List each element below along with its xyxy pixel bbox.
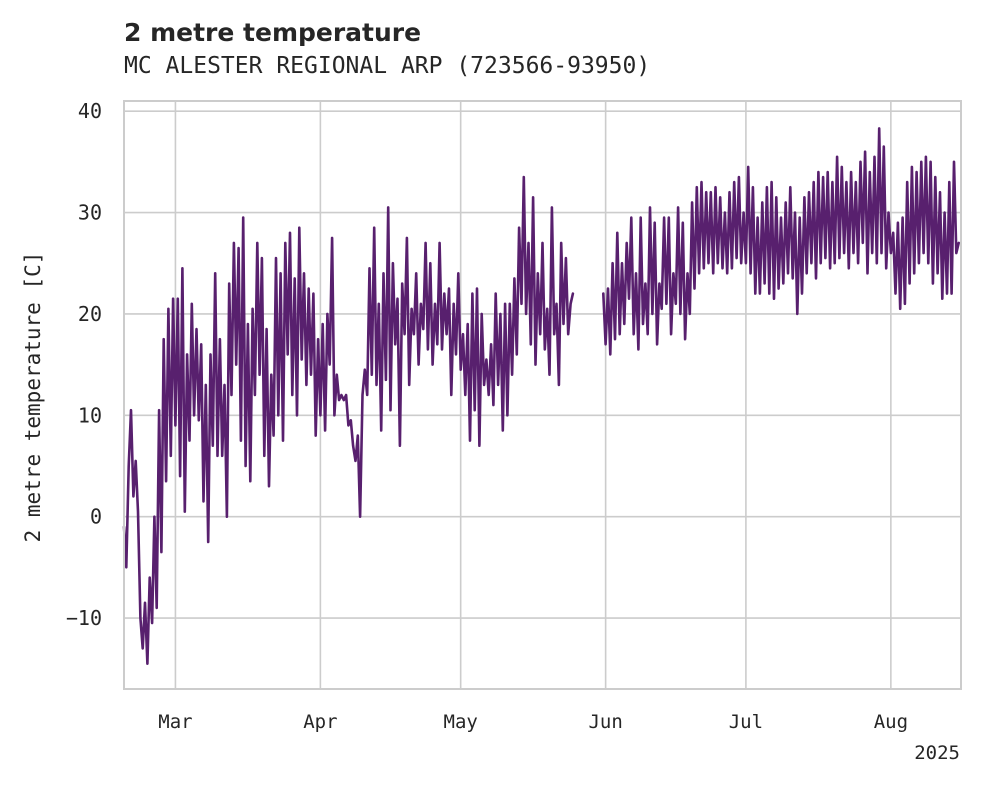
x-tick-label: Jul [729, 711, 763, 733]
plot-frame [123, 100, 962, 690]
y-tick-label: 40 [78, 99, 102, 123]
temperature-series-line [122, 127, 960, 665]
y-tick-labels: −10 0 10 20 30 40 [66, 99, 102, 630]
y-tick-label: 20 [78, 302, 102, 326]
x-tick-label: Jun [588, 711, 622, 733]
chart-title: 2 metre temperature [124, 18, 421, 47]
x-tick-label: Apr [303, 711, 337, 733]
y-tick-label: 10 [78, 403, 102, 427]
y-tick-label: −10 [66, 606, 102, 630]
x-tick-label: Aug [874, 711, 908, 733]
y-tick-label: 0 [90, 505, 102, 529]
x-year-label: 2025 [914, 742, 960, 764]
x-tick-labels: Mar Apr May Jun Jul Aug [158, 711, 908, 733]
y-axis-label: 2 metre temperature [C] [21, 252, 45, 543]
chart-subtitle: MC ALESTER REGIONAL ARP (723566-93950) [124, 53, 650, 79]
x-tick-label: May [444, 711, 478, 733]
series-layer [122, 127, 960, 665]
y-tick-label: 30 [78, 201, 102, 225]
x-tick-label: Mar [158, 711, 192, 733]
